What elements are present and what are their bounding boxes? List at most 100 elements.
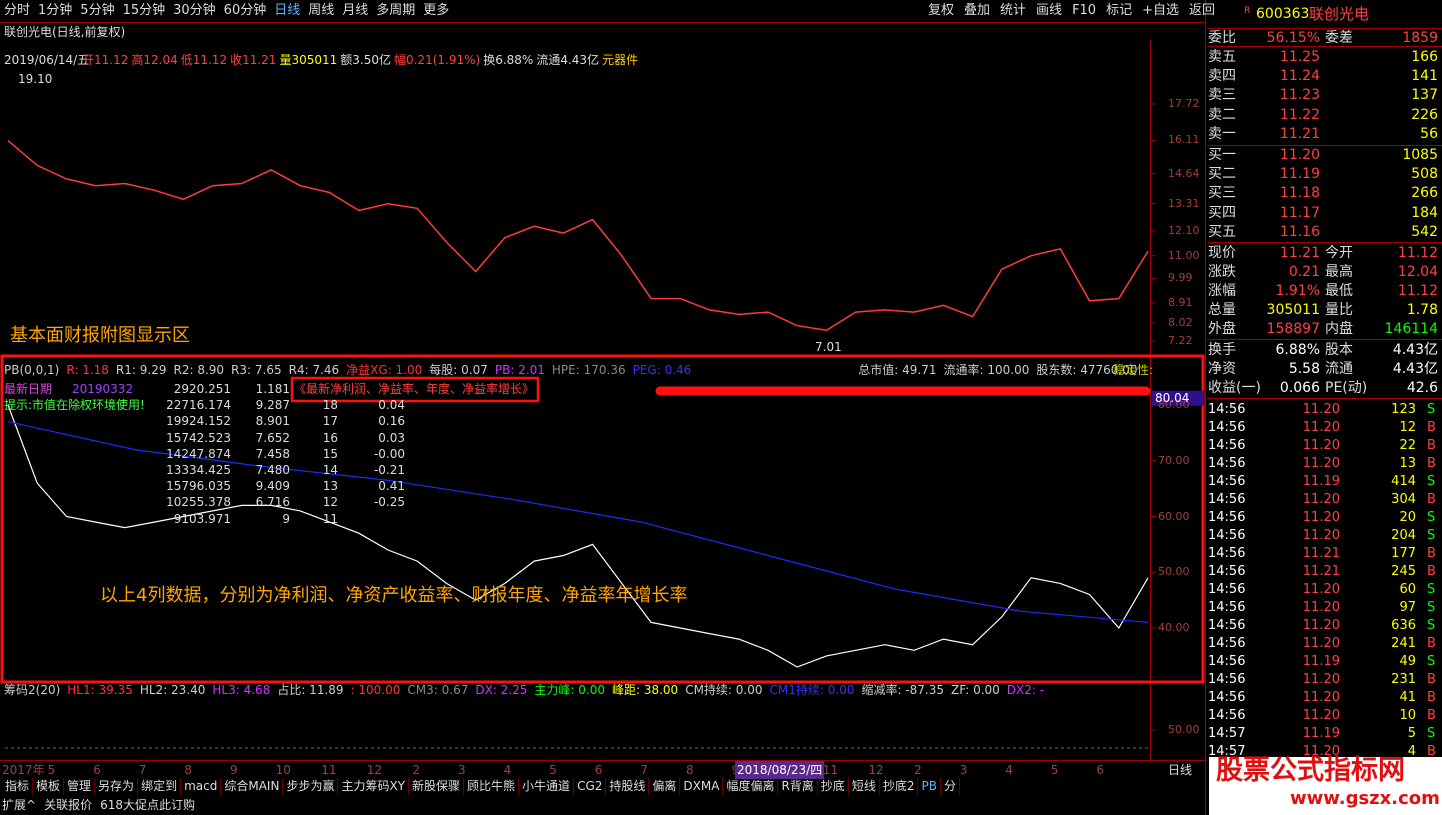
indicator: HPE: 170.36	[551, 363, 626, 377]
stock-code: 600363	[1256, 6, 1310, 22]
tab[interactable]: 偏离	[649, 778, 681, 795]
date-label: 12	[868, 763, 884, 777]
table-cell: 11	[322, 511, 338, 526]
table-cell: 13334.425	[166, 463, 231, 477]
indicator-line: 筹码2(20) HL1: 39.35 HL2: 23.40 HL3: 4.68 占比: …	[4, 682, 1044, 698]
tick-volume: 10	[1399, 708, 1416, 723]
period-button[interactable]: 30分钟	[173, 3, 216, 18]
tab[interactable]: 模板	[33, 778, 65, 795]
tick-side: S	[1427, 618, 1436, 633]
tool-button[interactable]: F10	[1072, 3, 1097, 18]
period-button[interactable]: 周线	[308, 3, 335, 18]
tab[interactable]: 抄底2	[880, 778, 919, 795]
y-tick-label: 40.00	[1158, 621, 1190, 634]
tab[interactable]: R背离	[778, 778, 818, 795]
tab[interactable]: DXMA	[680, 778, 724, 795]
table-cell: 22716.174	[166, 398, 231, 413]
info-item: 流通4.43亿	[536, 53, 600, 67]
tool-button[interactable]: 叠加	[964, 3, 991, 18]
y-tick-label: 17.72	[1168, 97, 1200, 110]
period-label[interactable]: 日线	[1168, 763, 1193, 777]
order-label: 卖三	[1208, 87, 1236, 104]
date-label: 9	[230, 763, 238, 777]
period-button[interactable]: 日线	[274, 3, 301, 18]
tick-time: 14:56	[1208, 564, 1246, 579]
tick-side: S	[1427, 582, 1436, 597]
tab[interactable]: 持股线	[606, 778, 650, 795]
tab[interactable]: CG2	[574, 778, 607, 795]
quote-value: 1.78	[1406, 302, 1438, 318]
tick-side: S	[1427, 528, 1436, 543]
toolbar-tools: 复权 叠加 统计 画线 F10 标记 +自选 返回	[928, 2, 1215, 20]
quote-value: 305011	[1266, 302, 1320, 318]
period-button[interactable]: 多周期	[376, 3, 416, 18]
tab[interactable]: 综合MAIN	[221, 778, 284, 795]
tab[interactable]: 绑定到	[138, 778, 182, 795]
order-label: 买五	[1208, 223, 1236, 240]
tab[interactable]: macd	[181, 778, 222, 795]
tab[interactable]: 主力筹码XY	[338, 778, 410, 795]
tab[interactable]: 抄底	[818, 778, 849, 795]
tick-volume: 177	[1391, 546, 1416, 561]
indicator: PB(0,0,1)	[4, 363, 60, 377]
indicator: HL3: 4.68	[212, 683, 271, 697]
tool-button[interactable]: 画线	[1036, 3, 1063, 18]
tab[interactable]: 小牛通道	[519, 778, 575, 795]
order-label: 买一	[1208, 147, 1236, 163]
stock-title: 联创光电(日线,前复权)	[4, 25, 126, 39]
tick-volume: 20	[1399, 510, 1416, 525]
tab[interactable]: 幅度偏离	[723, 778, 779, 795]
period-button[interactable]: 60分钟	[223, 3, 267, 18]
indicator: 总市值: 49.71	[858, 363, 937, 377]
period-button[interactable]: 5分钟	[80, 3, 115, 18]
period-button[interactable]: 分时	[4, 3, 31, 18]
tick-volume: 5	[1407, 726, 1416, 741]
date-label: 3	[959, 763, 968, 777]
y-tick-label: 80.00	[1158, 398, 1190, 411]
table-cell: 0.41	[378, 479, 405, 494]
tab[interactable]: 指标	[2, 778, 34, 795]
tick-side: S	[1427, 654, 1436, 669]
quote-label: 最高	[1325, 264, 1353, 280]
quote-label: 收益(一)	[1208, 380, 1261, 396]
y-tick-label: 11.00	[1168, 248, 1200, 262]
status-item[interactable]: 扩展^	[2, 798, 37, 812]
period-button[interactable]: 月线	[342, 3, 369, 18]
tool-button[interactable]: 返回	[1189, 3, 1216, 18]
tick-price: 11.19	[1302, 474, 1340, 489]
date-label: 7	[640, 763, 649, 777]
status-item[interactable]: 618大促点此订购	[100, 798, 195, 812]
order-volume: 141	[1411, 68, 1438, 85]
order-volume: 184	[1411, 204, 1438, 221]
tab[interactable]: 新股保骤	[409, 778, 465, 795]
tab[interactable]: 短线	[849, 778, 880, 795]
tab[interactable]: 顾比牛熊	[464, 778, 520, 795]
quote-value: 11.12	[1397, 245, 1438, 261]
quote-value: 6.88%	[1275, 342, 1320, 358]
date-label: 5	[1050, 763, 1059, 777]
tab[interactable]: PB	[918, 778, 941, 795]
period-button[interactable]: 15分钟	[122, 3, 166, 18]
table-cell: -0.25	[373, 495, 405, 510]
order-label: 卖五	[1208, 49, 1236, 65]
tick-side: S	[1427, 402, 1436, 417]
tick-side: B	[1427, 744, 1436, 759]
period-button[interactable]: 更多	[423, 3, 450, 18]
tab[interactable]: 管理	[64, 778, 96, 795]
tool-button[interactable]: 标记	[1106, 3, 1133, 18]
tick-volume: 304	[1391, 492, 1416, 507]
status-bar: 扩展^ 关联报价 618大促点此订购	[2, 796, 195, 814]
tab[interactable]: 另存为	[95, 778, 139, 795]
tool-button[interactable]: 复权	[928, 3, 955, 18]
tab[interactable]: 分	[941, 778, 960, 795]
pb-line	[7, 421, 1149, 623]
tab[interactable]: 步步为赢	[283, 778, 339, 795]
tool-button[interactable]: +自选	[1142, 3, 1180, 18]
table-cell: 8.901	[255, 414, 290, 429]
table-cell: 6.716	[255, 495, 290, 510]
status-item[interactable]: 关联报价	[44, 798, 93, 812]
indicator: DX2: -	[1006, 683, 1045, 697]
tool-button[interactable]: 统计	[1000, 3, 1027, 18]
tick-volume: 22	[1399, 438, 1416, 453]
period-button[interactable]: 1分钟	[38, 3, 73, 18]
